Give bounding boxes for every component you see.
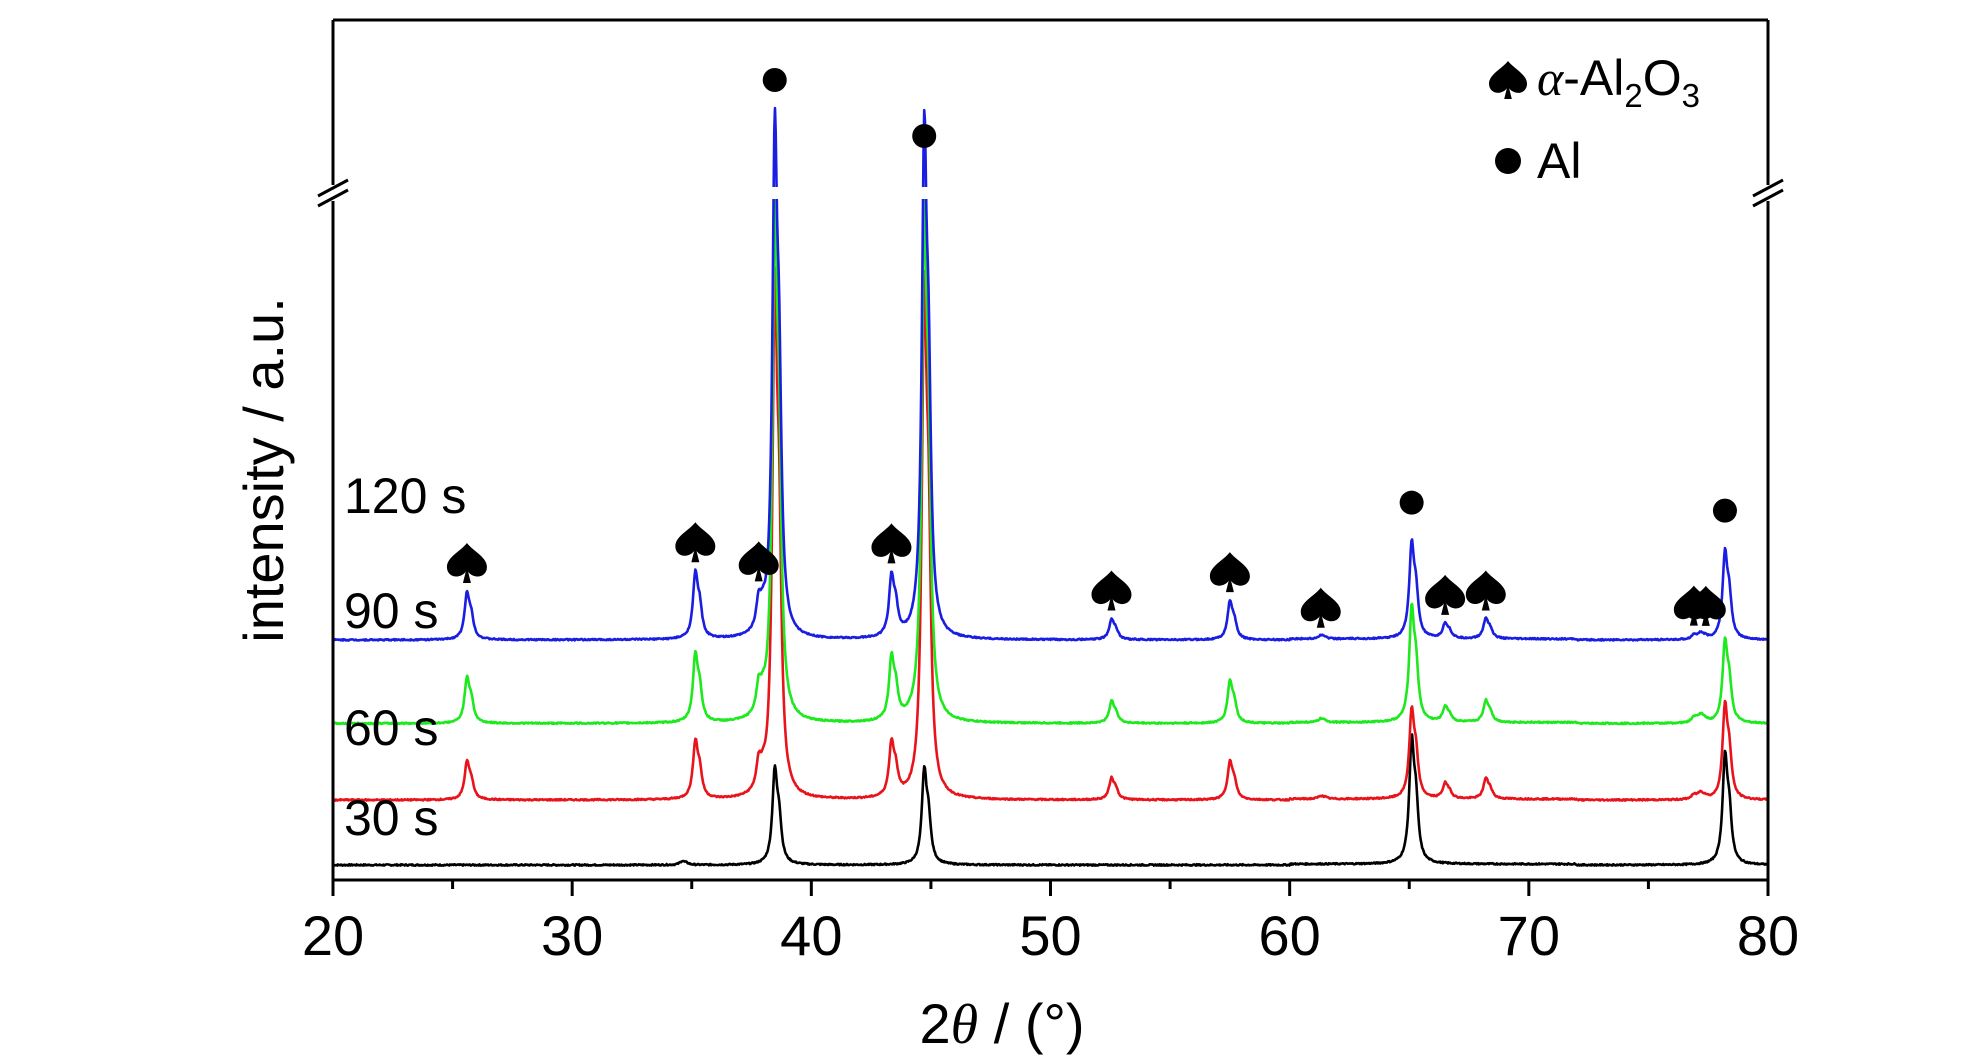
- x-tick-label: 80: [1737, 904, 1799, 967]
- series-label-60-s: 60 s: [344, 700, 439, 756]
- legend-alpha-greek: α: [1537, 50, 1565, 106]
- alpha-al2o3-peak-marker: [1685, 585, 1726, 626]
- alpha-al2o3-peak-marker: [446, 542, 487, 583]
- axis-break-gap: [766, 187, 783, 199]
- series-line-30-s: [332, 733, 1769, 867]
- x-tick-label: 20: [302, 904, 364, 967]
- axis-break-mark: [1752, 178, 1784, 198]
- x-tick-label: 60: [1259, 904, 1321, 967]
- alpha-al2o3-peak-marker: [1091, 570, 1132, 611]
- x-axis-title-prefix: 2: [919, 992, 950, 1055]
- al-peak-marker: [762, 68, 787, 92]
- legend-spade-shape: [1489, 61, 1527, 99]
- alpha-al2o3-peak-marker: [1465, 570, 1506, 611]
- legend-circle-marker: [1495, 148, 1521, 174]
- legend-alpha-al2o3: α-Al2O3: [1537, 50, 1700, 114]
- series-label-120-s: 120 s: [344, 468, 466, 524]
- al-peak-marker: [912, 124, 937, 148]
- x-axis-title-symbol: θ: [951, 994, 979, 1056]
- series-line-60-s: [332, 266, 1769, 802]
- legend-spade-icon: [1489, 61, 1527, 99]
- x-axis-title-suffix: / (°): [978, 992, 1084, 1055]
- al-peak-marker: [1399, 490, 1424, 515]
- legend: α-Al2O3 Al: [1489, 50, 1700, 189]
- alpha-al2o3-peak-marker: [738, 541, 779, 582]
- alpha-al2o3-peak-marker: [1425, 574, 1466, 615]
- legend-alpha-text-b: O: [1643, 50, 1682, 106]
- x-tick-label: 40: [780, 904, 842, 967]
- alpha-al2o3-peak-marker: [1300, 587, 1341, 628]
- x-tick-label: 70: [1498, 904, 1560, 967]
- series-layer: [332, 106, 1769, 867]
- axis-break-gap: [916, 187, 933, 199]
- legend-alpha-sub-a: 2: [1624, 77, 1642, 114]
- legend-alpha-text-a: -Al: [1563, 50, 1624, 106]
- axis-break-mark: [317, 188, 349, 208]
- legend-alpha-sub-b: 3: [1682, 77, 1700, 114]
- x-axis-title: 2θ / (°): [919, 992, 1084, 1056]
- x-tick-label: 30: [541, 904, 603, 967]
- alpha-al2o3-peak-marker: [1209, 552, 1250, 593]
- al-peak-marker: [1712, 498, 1737, 523]
- axis-break-mark: [317, 178, 349, 198]
- y-axis-title: intensity / a.u.: [232, 297, 295, 643]
- series-label-90-s: 90 s: [344, 583, 439, 639]
- x-tick-label: 50: [1019, 904, 1081, 967]
- axis-break-mark: [1752, 188, 1784, 208]
- x-axis-ticks: 20 30 40 50 60 70 80: [302, 880, 1799, 967]
- series-line-90-s: [332, 189, 1769, 726]
- series-line-120-s: [332, 106, 1769, 642]
- legend-al: Al: [1537, 133, 1581, 189]
- series-labels: 30 s 60 s 90 s 120 s: [344, 468, 466, 846]
- alpha-al2o3-peak-marker: [675, 522, 716, 563]
- alpha-al2o3-peak-marker: [871, 523, 912, 564]
- peak-markers: [446, 68, 1737, 628]
- series-label-30-s: 30 s: [344, 790, 439, 846]
